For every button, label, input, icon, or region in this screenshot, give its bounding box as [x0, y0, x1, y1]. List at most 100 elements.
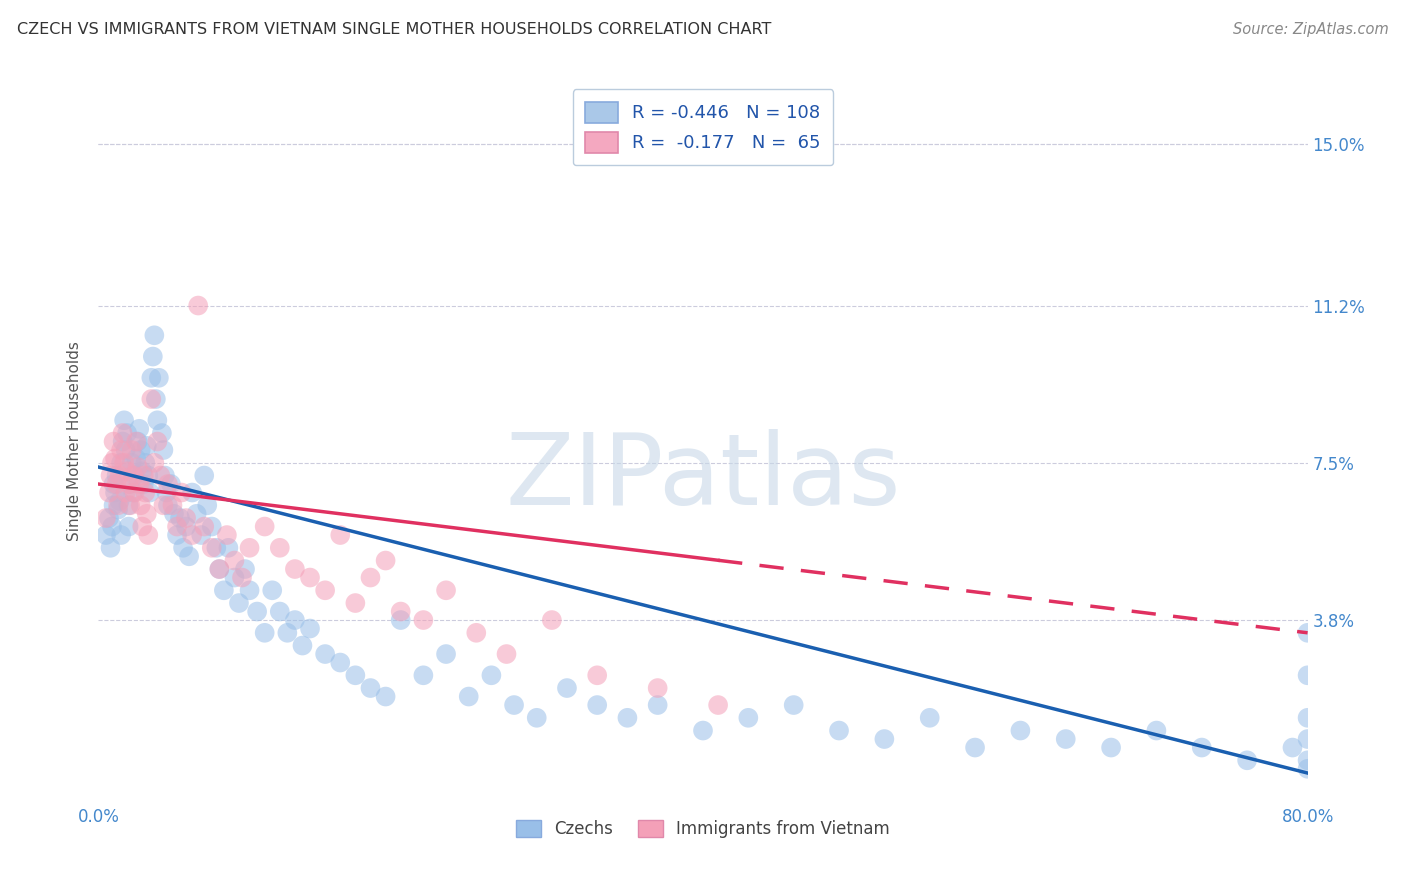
Point — [737, 711, 759, 725]
Point — [174, 511, 197, 525]
Point — [174, 519, 197, 533]
Point — [291, 639, 314, 653]
Point — [132, 477, 155, 491]
Point — [103, 477, 125, 491]
Point — [128, 477, 150, 491]
Point — [101, 456, 124, 470]
Point — [187, 299, 209, 313]
Point — [262, 583, 284, 598]
Point — [1296, 625, 1319, 640]
Point — [103, 434, 125, 449]
Point — [1099, 740, 1122, 755]
Point — [181, 528, 204, 542]
Point — [110, 456, 132, 470]
Point — [127, 460, 149, 475]
Point — [100, 468, 122, 483]
Point — [1054, 732, 1077, 747]
Point — [127, 434, 149, 449]
Point — [186, 507, 208, 521]
Point — [156, 498, 179, 512]
Point — [122, 468, 145, 483]
Point — [269, 605, 291, 619]
Point — [125, 451, 148, 466]
Point — [457, 690, 479, 704]
Point — [190, 528, 212, 542]
Point — [239, 583, 262, 598]
Point — [131, 519, 153, 533]
Text: Source: ZipAtlas.com: Source: ZipAtlas.com — [1233, 22, 1389, 37]
Point — [118, 477, 141, 491]
Point — [118, 498, 141, 512]
Point — [122, 485, 145, 500]
Point — [1010, 723, 1032, 738]
Point — [112, 413, 135, 427]
Point — [162, 498, 184, 512]
Point — [107, 502, 129, 516]
Point — [111, 425, 134, 440]
Point — [224, 570, 246, 584]
Point — [503, 698, 526, 712]
Point — [114, 443, 136, 458]
Point — [707, 698, 730, 712]
Point — [145, 392, 167, 406]
Point — [1296, 762, 1319, 776]
Point — [129, 443, 152, 458]
Point — [152, 443, 174, 458]
Point — [148, 371, 170, 385]
Point — [166, 528, 188, 542]
Point — [299, 622, 322, 636]
Point — [389, 613, 412, 627]
Point — [434, 647, 457, 661]
Point — [616, 711, 638, 725]
Point — [134, 456, 156, 470]
Point — [412, 668, 434, 682]
Point — [112, 456, 135, 470]
Point — [193, 468, 215, 483]
Point — [212, 583, 235, 598]
Point — [586, 668, 609, 682]
Point — [136, 528, 159, 542]
Point — [141, 371, 163, 385]
Point — [110, 443, 132, 458]
Point — [389, 605, 412, 619]
Point — [143, 328, 166, 343]
Point — [965, 740, 987, 755]
Point — [1296, 711, 1319, 725]
Point — [1144, 723, 1167, 738]
Point — [179, 549, 201, 564]
Point — [129, 498, 152, 512]
Point — [150, 425, 173, 440]
Point — [160, 477, 183, 491]
Point — [299, 570, 322, 584]
Point — [152, 498, 174, 512]
Point — [647, 681, 669, 695]
Point — [135, 439, 157, 453]
Point — [98, 485, 121, 500]
Point — [284, 562, 307, 576]
Y-axis label: Single Mother Households: Single Mother Households — [67, 342, 83, 541]
Point — [135, 507, 157, 521]
Point — [329, 656, 352, 670]
Point — [163, 507, 186, 521]
Point — [170, 485, 193, 500]
Point — [136, 468, 159, 483]
Point — [142, 350, 165, 364]
Point — [526, 711, 548, 725]
Point — [101, 519, 124, 533]
Point — [128, 422, 150, 436]
Point — [276, 625, 298, 640]
Point — [143, 456, 166, 470]
Point — [412, 613, 434, 627]
Point — [201, 541, 224, 555]
Point — [108, 494, 131, 508]
Point — [146, 434, 169, 449]
Point — [253, 625, 276, 640]
Point — [208, 562, 231, 576]
Point — [121, 443, 143, 458]
Point — [105, 477, 128, 491]
Point — [233, 562, 256, 576]
Point — [205, 541, 228, 555]
Point — [120, 498, 142, 512]
Point — [166, 519, 188, 533]
Point — [360, 681, 382, 695]
